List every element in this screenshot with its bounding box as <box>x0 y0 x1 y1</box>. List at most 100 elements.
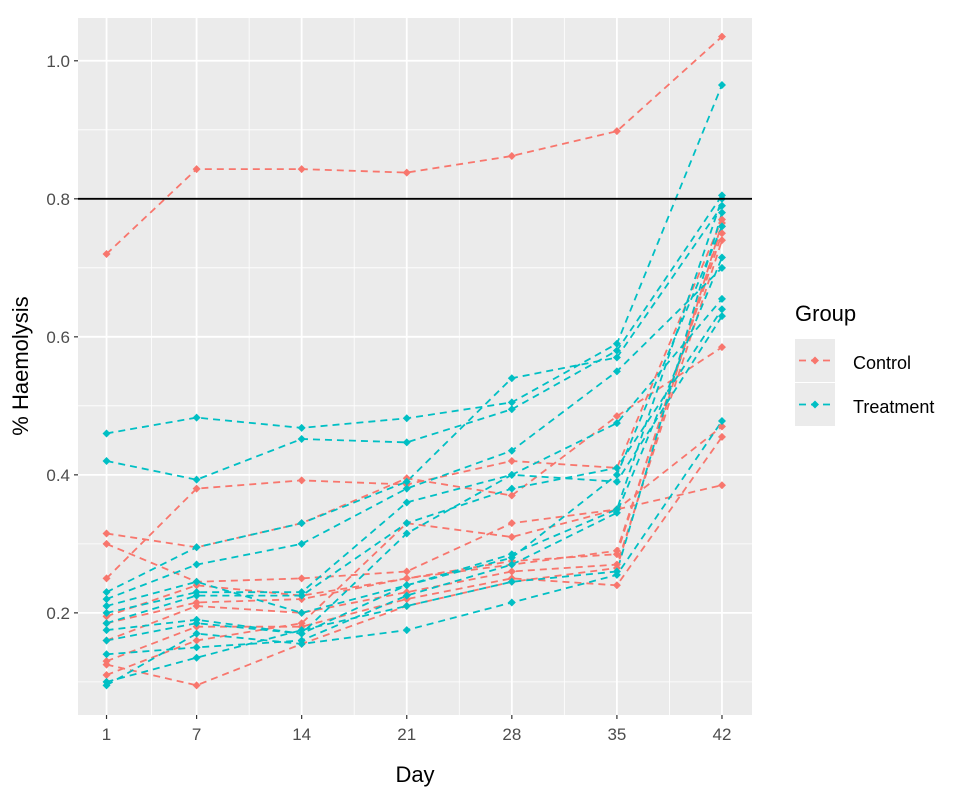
data-point-treatment <box>507 446 516 455</box>
x-tick-label: 7 <box>192 725 201 744</box>
data-point-treatment <box>102 636 111 645</box>
data-point-treatment <box>402 484 411 493</box>
data-point-treatment <box>717 208 726 217</box>
data-point-control <box>297 476 306 485</box>
data-point-treatment <box>297 539 306 548</box>
data-point-treatment <box>507 374 516 383</box>
data-point-control <box>192 484 201 493</box>
data-point-control <box>717 432 726 441</box>
data-point-treatment <box>402 438 411 447</box>
x-tick-label: 42 <box>713 725 732 744</box>
data-point-treatment <box>507 560 516 569</box>
data-point-treatment <box>612 570 621 579</box>
data-point-control <box>192 165 201 174</box>
data-point-control <box>297 165 306 174</box>
data-point-treatment <box>507 553 516 562</box>
data-point-treatment <box>402 581 411 590</box>
y-tick-label: 0.4 <box>46 466 70 485</box>
data-point-treatment <box>102 608 111 617</box>
data-point-control <box>192 636 201 645</box>
x-tick-label: 35 <box>607 725 626 744</box>
data-point-treatment <box>102 588 111 597</box>
data-point-treatment <box>297 423 306 432</box>
data-point-control <box>102 660 111 669</box>
data-point-treatment <box>192 413 201 422</box>
legend-key-point-treatment <box>811 400 819 409</box>
legend: Group Control Treatment <box>795 301 934 426</box>
y-axis-title: % Haemolysis <box>8 296 33 435</box>
data-point-treatment <box>612 367 621 376</box>
data-point-control <box>507 532 516 541</box>
data-point-control <box>612 127 621 136</box>
data-point-treatment <box>612 419 621 428</box>
grid-lines <box>78 18 752 715</box>
data-point-control <box>717 343 726 352</box>
data-point-treatment <box>102 601 111 610</box>
data-point-treatment <box>102 595 111 604</box>
data-point-treatment <box>102 650 111 659</box>
data-point-treatment <box>507 405 516 414</box>
data-point-treatment <box>612 339 621 348</box>
data-point-treatment <box>612 346 621 355</box>
data-point-treatment <box>402 519 411 528</box>
data-point-treatment <box>192 653 201 662</box>
data-point-control <box>297 619 306 628</box>
data-point-treatment <box>612 508 621 517</box>
data-point-control <box>507 567 516 576</box>
legend-title: Group <box>795 301 856 326</box>
data-point-treatment <box>402 529 411 538</box>
data-point-treatment <box>612 470 621 479</box>
data-point-control <box>102 529 111 538</box>
data-point-treatment <box>102 681 111 690</box>
data-point-treatment <box>717 294 726 303</box>
data-point-treatment <box>297 639 306 648</box>
data-point-treatment <box>192 475 201 484</box>
data-point-treatment <box>297 608 306 617</box>
y-tick-label: 0.6 <box>46 328 70 347</box>
data-point-control <box>612 581 621 590</box>
data-point-treatment <box>717 201 726 210</box>
data-point-treatment <box>192 629 201 638</box>
data-point-treatment <box>717 417 726 426</box>
data-point-treatment <box>717 263 726 272</box>
x-tick-label: 1 <box>102 725 111 744</box>
data-point-treatment <box>297 626 306 635</box>
data-point-treatment <box>102 457 111 466</box>
data-point-control <box>507 457 516 466</box>
data-point-control <box>192 601 201 610</box>
data-point-control <box>507 491 516 500</box>
data-point-control <box>507 152 516 161</box>
data-point-treatment <box>402 591 411 600</box>
x-tick-label: 21 <box>397 725 416 744</box>
data-point-treatment <box>402 626 411 635</box>
data-point-control <box>717 422 726 431</box>
data-point-treatment <box>717 312 726 321</box>
legend-label-treatment: Treatment <box>853 397 934 417</box>
data-point-treatment <box>507 577 516 586</box>
data-point-treatment <box>297 519 306 528</box>
data-point-control <box>612 550 621 559</box>
data-point-treatment <box>402 498 411 507</box>
data-point-control <box>192 681 201 690</box>
x-axis-title: Day <box>395 762 434 787</box>
axes: 0.2 0.4 0.6 0.8 1.0 1 7 14 21 28 35 42 <box>46 52 731 744</box>
data-point-control <box>402 567 411 576</box>
data-point-control <box>102 539 111 548</box>
data-point-control <box>717 32 726 41</box>
data-point-treatment <box>402 477 411 486</box>
y-tick-label: 1.0 <box>46 52 70 71</box>
data-point-treatment <box>192 643 201 652</box>
data-point-control <box>717 236 726 245</box>
data-point-control <box>507 519 516 528</box>
data-point-treatment <box>507 470 516 479</box>
data-point-treatment <box>192 577 201 586</box>
data-point-control <box>717 481 726 490</box>
data-point-treatment <box>507 398 516 407</box>
data-point-treatment <box>612 463 621 472</box>
data-point-treatment <box>192 591 201 600</box>
data-point-treatment <box>192 560 201 569</box>
data-point-control <box>402 574 411 583</box>
data-point-treatment <box>612 477 621 486</box>
data-point-treatment <box>507 598 516 607</box>
